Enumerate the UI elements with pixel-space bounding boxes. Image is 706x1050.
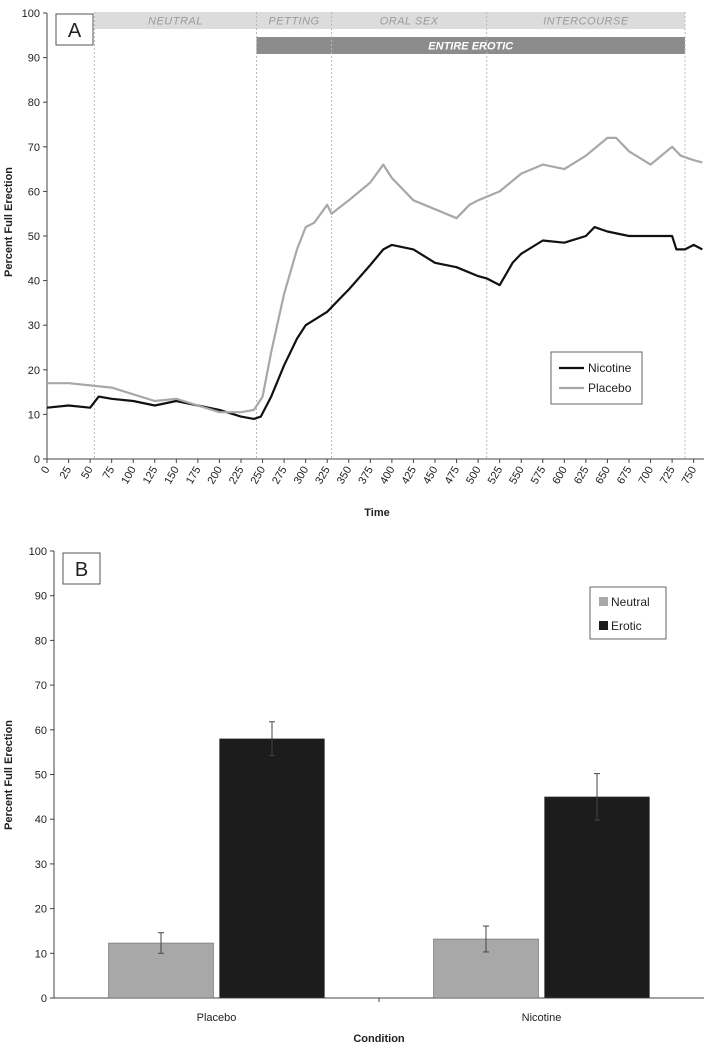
y-axis-title: Percent Full Erection [3,720,15,830]
y-tick-label: 100 [29,546,47,558]
series-line-nicotine [46,226,703,420]
phase-band-background [94,12,686,29]
phase-label: ORAL SEX [380,16,439,28]
bar-erotic-placebo [219,738,325,999]
phase-bands: NEUTRAL PETTING ORAL SEX INTERCOURSE ENTIRE … [94,12,686,54]
y-tick-label: 20 [35,904,47,916]
y-tick-label: 60 [35,725,47,737]
y-tick-label: 0 [34,454,40,466]
legend-box [589,586,667,640]
y-axis-ticks: 0 10 20 30 40 50 60 70 80 90 100 [22,8,47,466]
y-tick-label: 40 [35,814,47,826]
legend-label-neutral: Neutral [611,595,650,609]
panel-label-box [62,552,101,585]
x-tick-label: 675 [615,465,635,487]
y-tick-label: 10 [35,948,47,960]
x-tick-label: 175 [184,465,204,487]
x-tick-label: 525 [486,465,506,487]
phase-label: INTERCOURSE [543,16,629,28]
x-tick-label: 425 [399,465,419,487]
panel-label-box [55,13,94,46]
legend-swatch-erotic [599,621,608,630]
x-tick-label: 700 [637,465,657,487]
x-tick-label: 200 [205,465,225,487]
erotic-phase-label: ENTIRE EROTIC [428,41,514,53]
series-lines [46,136,703,420]
x-axis-ticks: Placebo Nicotine [197,998,562,1024]
bar-chart-panel-b: 0 10 20 30 40 50 60 70 80 90 100 Placebo Nicotine B… [3,546,704,1045]
legend: Nicotine Placebo [550,351,643,405]
y-tick-label: 10 [28,409,40,421]
phase-dividers [93,12,686,459]
x-tick-label: Placebo [197,1012,237,1024]
x-tick-label: 225 [227,465,247,487]
x-axis-title: Time [364,507,389,519]
x-tick-label: 400 [378,465,398,487]
x-tick-label: 0 [39,465,52,476]
x-axis-ticks: 0 25 50 75 100 125 150 175 200 225 250 275 300 325 350… [39,459,699,486]
x-tick-label: 475 [443,465,463,487]
x-tick-label: 450 [421,465,441,487]
x-tick-label: 300 [292,465,312,487]
x-tick-label: 325 [313,465,333,487]
y-tick-label: 90 [35,591,47,603]
panel-label-text: A [68,20,82,42]
legend-label-placebo: Placebo [588,381,632,395]
y-axis-title: Percent Full Erection [3,167,15,277]
bar-erotic-nicotine [544,796,650,999]
series-line-placebo [47,136,703,414]
panel-label-a: A [55,13,94,46]
x-tick-label: 100 [119,465,139,487]
x-tick-label: Nicotine [522,1012,562,1024]
y-tick-label: 50 [28,231,40,243]
x-tick-label: 725 [658,465,678,487]
legend-swatch-neutral [599,597,608,606]
legend: Neutral Erotic [589,586,667,640]
bar-group [108,721,650,999]
y-axis-ticks: 0 10 20 30 40 50 60 70 80 90 100 [29,546,54,1005]
x-tick-label: 125 [141,465,161,487]
x-tick-label: 575 [529,465,549,487]
y-tick-label: 60 [28,186,40,198]
legend-label-erotic: Erotic [611,619,642,633]
x-tick-label: 275 [270,465,290,487]
phase-label: PETTING [268,16,319,28]
x-tick-label: 625 [572,465,592,487]
x-tick-label: 750 [680,465,700,487]
x-tick-label: 50 [79,465,96,482]
y-tick-label: 100 [22,8,40,20]
x-tick-label: 650 [593,465,613,487]
x-tick-label: 375 [356,465,376,487]
x-tick-label: 550 [507,465,527,487]
x-tick-label: 350 [335,465,355,487]
y-tick-label: 0 [41,993,47,1005]
x-tick-label: 250 [249,465,269,487]
y-tick-label: 80 [28,97,40,109]
line-chart-panel-a: NEUTRAL PETTING ORAL SEX INTERCOURSE ENTIRE … [3,8,704,519]
y-tick-label: 30 [35,859,47,871]
y-tick-label: 50 [35,770,47,782]
x-axis-title: Condition [353,1033,405,1045]
legend-label-nicotine: Nicotine [588,361,632,375]
y-tick-label: 40 [28,276,40,288]
panel-label-text: B [75,559,88,581]
y-tick-label: 70 [28,142,40,154]
phase-label: NEUTRAL [148,16,203,28]
y-tick-label: 20 [28,365,40,377]
erotic-phase-bar [256,37,686,54]
y-tick-label: 70 [35,680,47,692]
x-tick-label: 25 [58,465,75,482]
x-tick-label: 150 [162,465,182,487]
y-tick-label: 30 [28,320,40,332]
y-tick-label: 80 [35,635,47,647]
panel-label-b: B [62,552,101,585]
x-tick-label: 75 [101,465,118,482]
x-tick-label: 500 [464,465,484,487]
y-tick-label: 90 [28,53,40,65]
legend-box [550,351,643,405]
x-tick-label: 600 [550,465,570,487]
